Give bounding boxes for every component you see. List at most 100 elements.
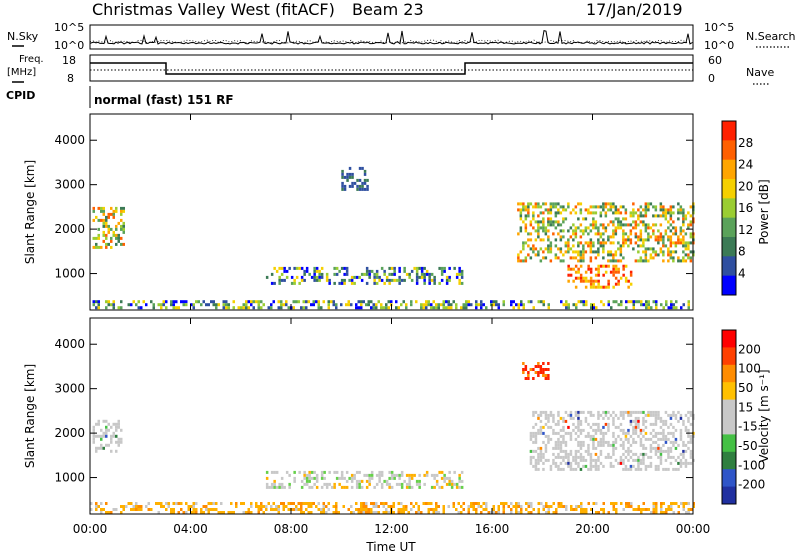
echo-cell (574, 455, 578, 459)
echo-cell (604, 264, 608, 268)
echo-cell (477, 502, 480, 505)
echo-cell (572, 223, 575, 227)
echo-cell (382, 502, 385, 505)
echo-cell (122, 221, 125, 225)
colorbar-tick-label: -50 (738, 439, 758, 453)
echo-cell (445, 275, 449, 279)
echo-cell (632, 226, 635, 230)
echo-cell (690, 508, 693, 511)
echo-cell (397, 508, 400, 511)
echo-cell (482, 502, 485, 505)
echo-cell (455, 306, 458, 310)
echo-cell (689, 214, 693, 218)
echo-cell (303, 272, 306, 276)
echo-cell (559, 440, 563, 444)
echo-cell (460, 306, 463, 310)
echo-cell (532, 508, 535, 511)
echo-cell (589, 223, 593, 227)
echo-cell (477, 303, 480, 307)
echo-cell (522, 247, 525, 251)
echo-cell (684, 425, 688, 429)
echo-cell (432, 508, 435, 511)
colorbar-tick-label: 200 (738, 342, 761, 356)
echo-cell (120, 300, 123, 304)
echo-cell (634, 416, 638, 420)
echo-cell (659, 446, 663, 450)
echo-cell (589, 410, 593, 414)
echo-cell (670, 303, 673, 307)
echo-cell (594, 223, 598, 227)
echo-cell (659, 205, 663, 209)
echo-cell (97, 206, 100, 210)
echo-cell (554, 202, 558, 206)
echo-cell (682, 440, 685, 444)
echo-cell (257, 303, 260, 307)
echo-cell (629, 422, 633, 426)
echo-cell (547, 250, 550, 254)
echo-cell (594, 279, 598, 283)
echo-cell (335, 470, 339, 474)
echo-cell (632, 452, 635, 456)
echo-cell (165, 508, 168, 511)
echo-cell (519, 259, 523, 263)
echo-cell (539, 419, 543, 423)
echo-cell (380, 266, 384, 270)
nave-label: Nave (746, 66, 774, 79)
echo-cell (315, 476, 319, 480)
echo-cell (445, 306, 448, 310)
echo-cell (452, 505, 455, 508)
echo-cell (624, 232, 628, 236)
echo-cell (537, 223, 540, 227)
echo-cell (574, 229, 578, 233)
echo-cell (650, 511, 653, 514)
echo-cell (343, 485, 346, 489)
echo-cell (388, 476, 391, 480)
echo-cell (443, 476, 446, 480)
echo-cell (577, 449, 580, 453)
echo-cell (602, 437, 605, 441)
echo-cell (398, 476, 401, 480)
echo-cell (547, 511, 550, 514)
echo-cell (220, 502, 223, 505)
colorbar-tick-label: 100 (738, 362, 761, 376)
echo-cell (629, 270, 633, 274)
echo-cell (649, 422, 653, 426)
echo-cell (634, 211, 638, 215)
echo-cell (222, 306, 225, 310)
echo-cell (278, 266, 281, 270)
echo-cell (375, 269, 379, 273)
echo-cell (602, 416, 605, 420)
echo-cell (672, 256, 675, 260)
echo-cell (582, 217, 585, 221)
echo-cell (654, 214, 658, 218)
echo-cell (679, 226, 683, 230)
echo-cell (524, 377, 528, 380)
echo-cell (629, 238, 633, 242)
echo-cell (574, 205, 578, 209)
echo-cell (373, 278, 376, 282)
echo-cell (569, 235, 573, 239)
echo-cell (447, 303, 450, 307)
echo-cell (639, 256, 643, 260)
x-tick-label: 00:00 (676, 522, 711, 536)
echo-cell (684, 461, 688, 465)
echo-cell (669, 422, 673, 426)
echo-cell (519, 202, 523, 206)
echo-cell (679, 208, 683, 212)
echo-cell (361, 181, 364, 185)
echo-cell (624, 238, 628, 242)
echo-cell (430, 272, 434, 276)
echo-cell (589, 205, 593, 209)
echo-cell (415, 275, 419, 279)
echo-cell (398, 482, 401, 486)
echo-cell (557, 505, 560, 508)
echo-cell (152, 306, 155, 310)
echo-cell (343, 281, 346, 285)
echo-cell (403, 278, 406, 282)
echo-cell (295, 505, 298, 508)
echo-cell (527, 505, 530, 508)
echo-cell (539, 259, 543, 263)
echo-cell (594, 431, 598, 435)
echo-cell (607, 282, 610, 286)
echo-cell (257, 511, 260, 514)
